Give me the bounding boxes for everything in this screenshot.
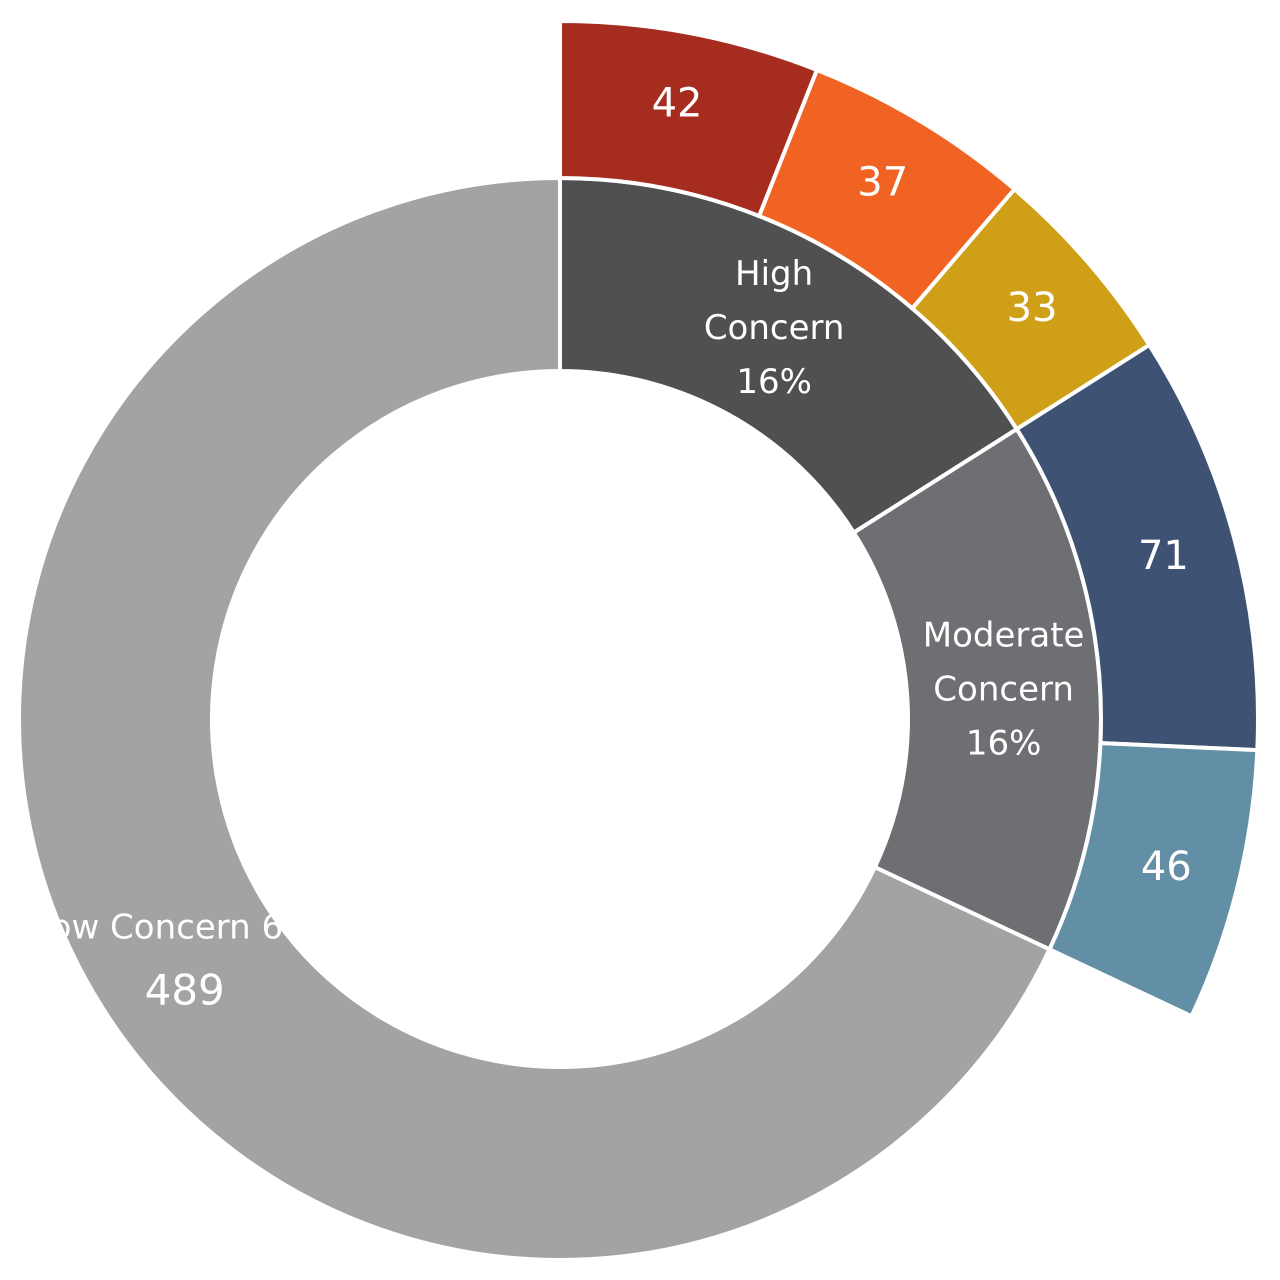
outer-value-label-71: 71: [1138, 533, 1189, 579]
inner-ring: [17, 175, 1103, 1262]
inner-category-label-1-line-3: 16%: [736, 362, 812, 402]
outer-ring: [558, 18, 1260, 1019]
inner-category-label-1-line-2: Concern: [704, 308, 845, 348]
inner-value-label-3: 489: [145, 966, 225, 1015]
inner-category-label-1-line-1: High: [735, 254, 813, 294]
outer-value-label-37: 37: [857, 159, 908, 205]
inner-category-label-2-line-2: Concern: [933, 670, 1074, 710]
outer-slice-46: [1046, 741, 1260, 1019]
outer-value-label-33: 33: [1007, 285, 1058, 331]
outer-value-label-46: 46: [1141, 844, 1192, 890]
inner-category-label-2-line-3: 16%: [966, 724, 1042, 764]
inner-slice-3: [17, 175, 1053, 1262]
labels: 42 37 33 71 46 High Concern 16% Moderate Concern 1…: [32, 81, 1191, 1015]
inner-category-label-3: Low Concern 68%: [32, 908, 337, 948]
outer-value-label-42: 42: [652, 81, 703, 127]
inner-category-label-2-line-1: Moderate: [923, 616, 1085, 656]
